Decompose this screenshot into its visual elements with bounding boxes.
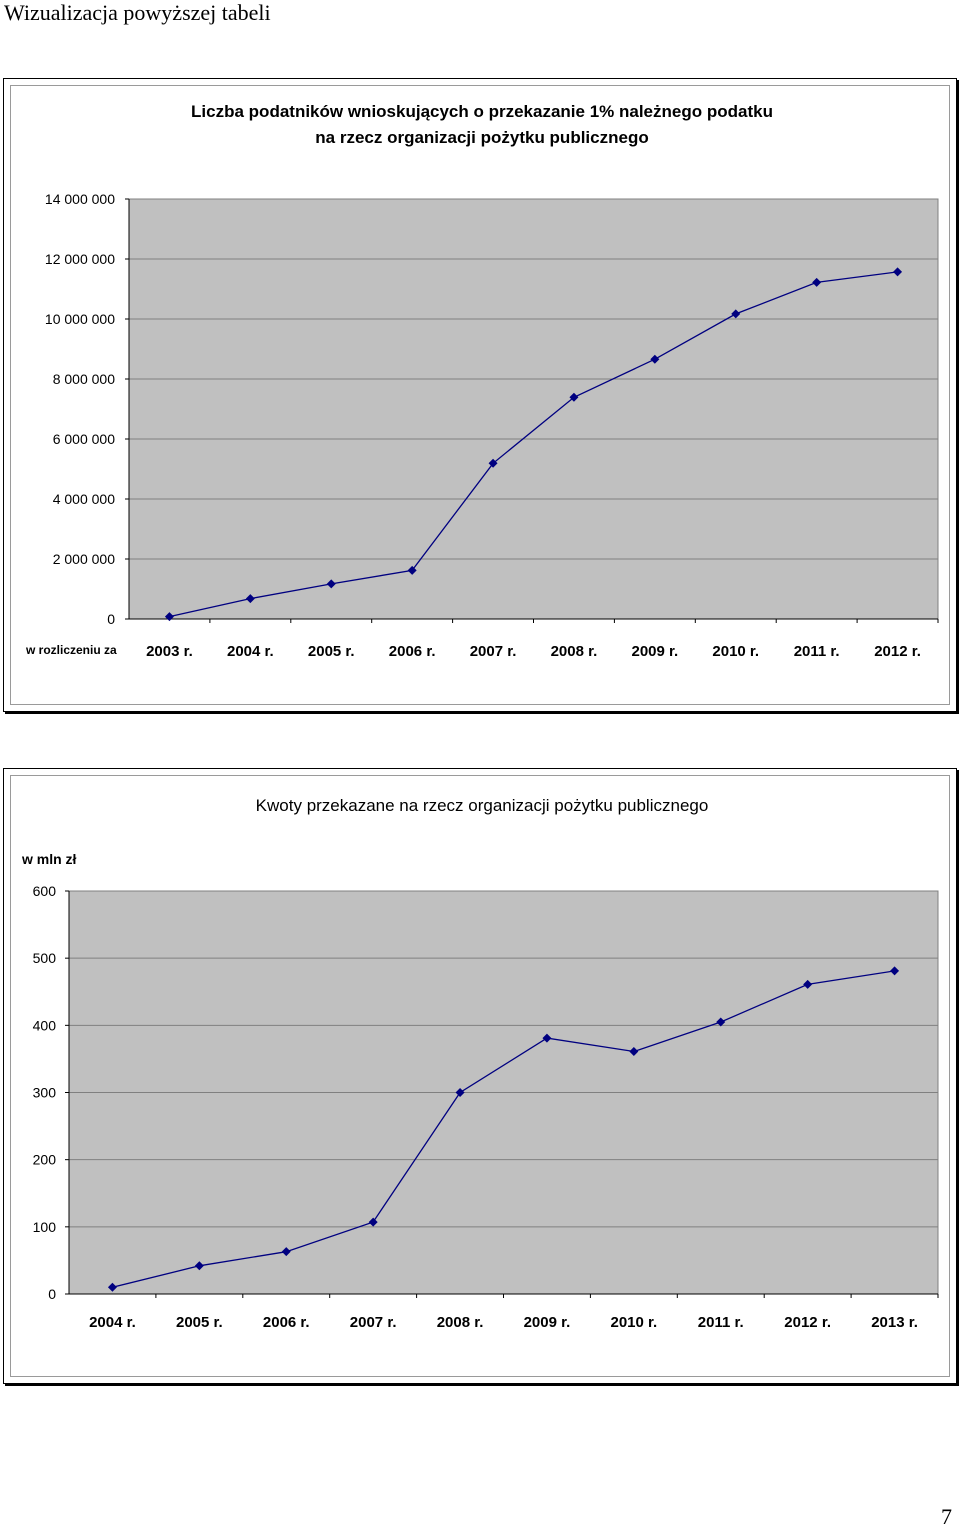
y-tick-label: 300 xyxy=(33,1085,57,1101)
data-point-marker xyxy=(455,1088,465,1097)
x-tick-label: 2005 r. xyxy=(176,1314,223,1331)
y-tick-label: 12 000 000 xyxy=(45,251,115,267)
series-line xyxy=(112,970,895,1288)
y-tick-label: 8 000 000 xyxy=(53,371,115,387)
page-number: 7 xyxy=(941,1504,952,1529)
x-tick-label: 2004 r. xyxy=(227,643,274,660)
y-tick-label: 6 000 000 xyxy=(53,431,115,447)
y-tick-label: 0 xyxy=(48,1286,56,1302)
data-point-marker xyxy=(803,979,813,989)
x-tick-label: 2006 r. xyxy=(263,1314,310,1331)
data-point-marker xyxy=(368,1217,378,1227)
data-point-marker xyxy=(812,277,822,287)
chart-title-line: Liczba podatników wnioskujących o przeka… xyxy=(191,102,773,121)
data-point-marker xyxy=(245,594,255,604)
x-tick-label: 2011 r. xyxy=(794,643,840,660)
data-point-marker xyxy=(542,1033,552,1043)
data-point-marker xyxy=(107,1282,117,1292)
x-tick-label: 2004 r. xyxy=(89,1314,136,1331)
data-point-marker xyxy=(890,966,900,976)
y-tick-label: 500 xyxy=(33,950,57,966)
y-tick-label: 100 xyxy=(33,1219,57,1235)
x-tick-label: 2010 r. xyxy=(610,1314,657,1331)
x-tick-label: 2009 r. xyxy=(524,1314,571,1331)
y-tick-label: 0 xyxy=(107,611,115,627)
x-tick-label: 2005 r. xyxy=(308,643,355,660)
plot-area xyxy=(128,198,939,620)
chart-frame-taxpayers: Liczba podatników wnioskujących o przeka… xyxy=(3,78,957,712)
x-tick-label: 2006 r. xyxy=(389,643,436,660)
data-point-marker xyxy=(569,392,579,402)
data-point-marker xyxy=(194,1261,204,1271)
y-tick-label: 200 xyxy=(33,1152,57,1168)
x-tick-label: 2010 r. xyxy=(712,643,759,660)
y-axis-label: w mln zł xyxy=(21,851,77,867)
chart-title-line: Kwoty przekazane na rzecz organizacji po… xyxy=(256,796,709,815)
amounts-line-chart: Kwoty przekazane na rzecz organizacji po… xyxy=(21,796,939,1331)
data-point-marker xyxy=(893,267,903,277)
x-tick-label: 2012 r. xyxy=(784,1314,831,1331)
y-tick-label: 2 000 000 xyxy=(53,551,115,567)
x-tick-label: 2009 r. xyxy=(631,643,678,660)
x-tick-label: 2008 r. xyxy=(437,1314,484,1331)
data-point-marker xyxy=(650,354,660,364)
data-point-marker xyxy=(731,309,741,319)
taxpayers-line-chart: Liczba podatników wnioskujących o przeka… xyxy=(25,102,939,660)
x-tick-label: 2012 r. xyxy=(874,643,921,660)
data-point-marker xyxy=(407,565,417,575)
chart-frame-amounts: Kwoty przekazane na rzecz organizacji po… xyxy=(3,768,957,1384)
y-tick-label: 600 xyxy=(33,883,57,899)
series-line xyxy=(169,271,898,618)
x-tick-label: 2007 r. xyxy=(350,1314,397,1331)
data-point-marker xyxy=(281,1247,291,1257)
page-heading: Wizualizacja powyższej tabeli xyxy=(4,0,271,25)
x-tick-label: 2013 r. xyxy=(871,1314,918,1331)
data-point-marker xyxy=(488,458,498,468)
chart-title-line: na rzecz organizacji pożytku publicznego xyxy=(315,128,648,147)
x-tick-label: 2008 r. xyxy=(551,643,598,660)
data-point-marker xyxy=(716,1017,726,1027)
data-point-marker xyxy=(326,579,336,589)
x-tick-label: 2011 r. xyxy=(698,1314,744,1331)
y-tick-label: 4 000 000 xyxy=(53,491,115,507)
x-tick-label: 2003 r. xyxy=(146,643,193,660)
y-tick-label: 10 000 000 xyxy=(45,311,115,327)
data-point-marker xyxy=(164,612,174,622)
x-axis-label: w rozliczeniu za xyxy=(25,643,117,657)
x-tick-label: 2007 r. xyxy=(470,643,517,660)
data-point-marker xyxy=(629,1047,639,1057)
y-tick-label: 14 000 000 xyxy=(45,191,115,207)
y-tick-label: 400 xyxy=(33,1017,57,1033)
